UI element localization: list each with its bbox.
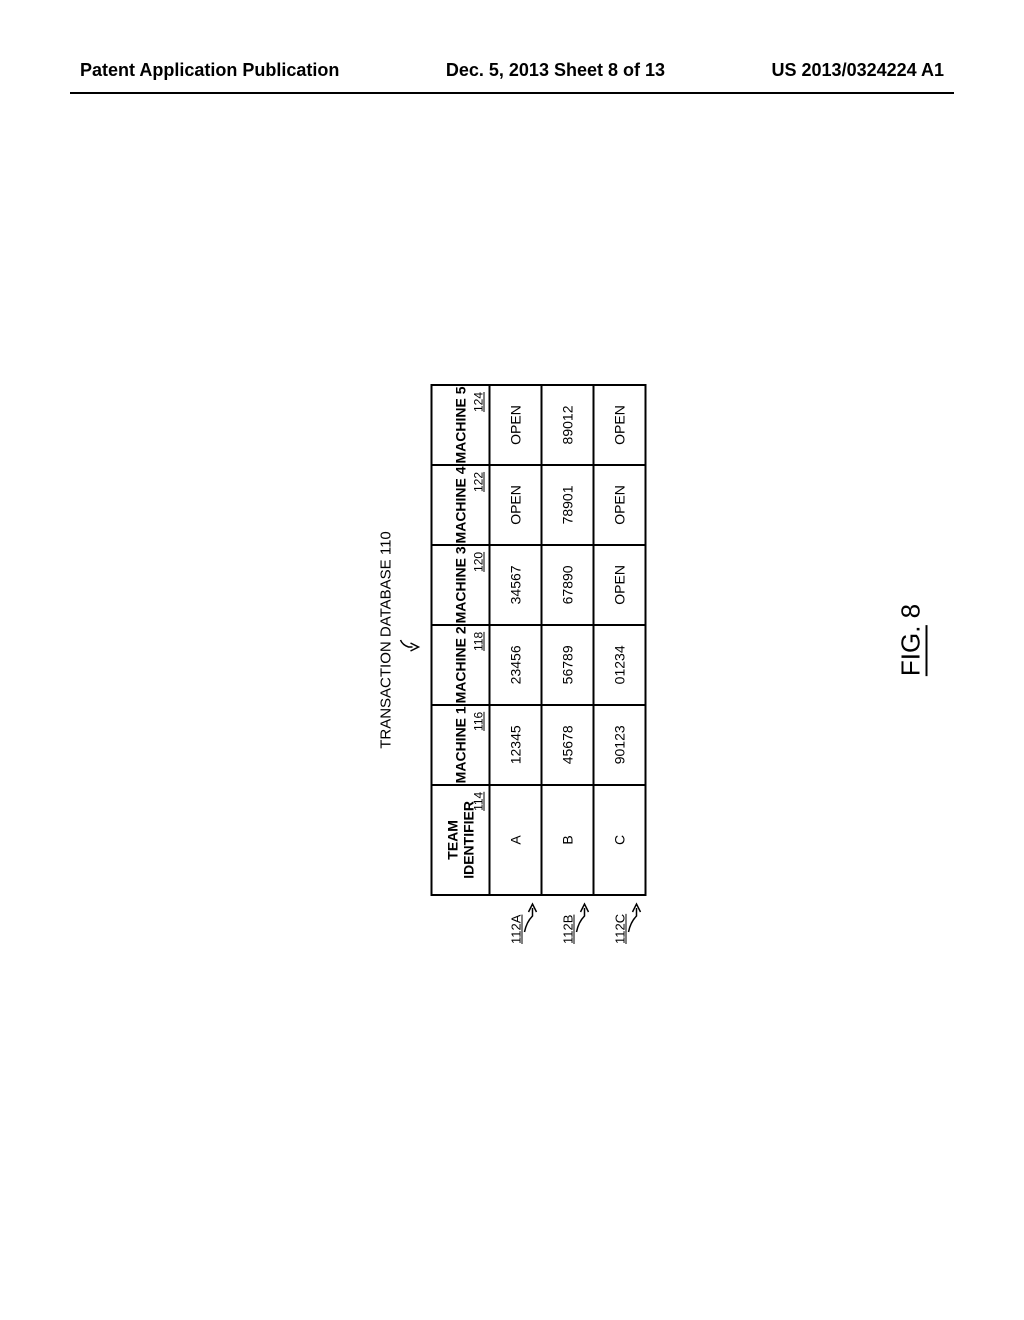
col-header-machine3: MACHINE 3 120 [432,545,490,625]
cell-m5: OPEN [594,385,646,465]
figure-area: TRANSACTION DATABASE 110 112A 112B 112C [0,160,1024,1260]
header-publication-type: Patent Application Publication [80,60,339,81]
table-row: B 45678 56789 67890 78901 89012 [542,385,594,895]
row-ref-112c: 112C [613,914,628,944]
table-row: A 12345 23456 34567 OPEN OPEN [490,385,542,895]
col-header-machine2: MACHINE 2 118 [432,625,490,705]
table-wrapper: 112A 112B 112C TEAM IDENTIFIER [431,384,647,896]
col-label: MACHINE 2 [453,626,469,703]
cell-m4: OPEN [490,465,542,545]
row-ref-112b: 112B [561,915,576,944]
col-ref: 116 [472,712,486,731]
cell-m1: 90123 [594,705,646,785]
cell-m1: 45678 [542,705,594,785]
col-ref: 120 [472,552,486,572]
col-ref: 122 [472,472,486,492]
row-ref-112a: 112A [509,915,524,944]
cell-m3: 34567 [490,545,542,625]
row-arrow-icon [627,898,647,936]
col-label: MACHINE 3 [453,546,469,623]
page-header: Patent Application Publication Dec. 5, 2… [0,60,1024,91]
col-ref: 114 [472,792,486,811]
col-header-machine4: MACHINE 4 122 [432,465,490,545]
cell-m2: 23456 [490,625,542,705]
cell-m2: 01234 [594,625,646,705]
database-title: TRANSACTION DATABASE 110 [378,384,395,896]
row-arrow-icon [575,898,595,936]
col-label: MACHINE 4 [453,466,469,543]
cell-m3: OPEN [594,545,646,625]
header-publication-number: US 2013/0324224 A1 [772,60,944,81]
title-arrow-icon [399,384,423,896]
cell-m4: OPEN [594,465,646,545]
col-header-machine5: MACHINE 5 124 [432,385,490,465]
cell-m4: 78901 [542,465,594,545]
header-date-sheet: Dec. 5, 2013 Sheet 8 of 13 [446,60,665,81]
cell-m2: 56789 [542,625,594,705]
header-rule [70,92,954,94]
rotated-figure: TRANSACTION DATABASE 110 112A 112B 112C [378,384,647,896]
cell-m5: 89012 [542,385,594,465]
cell-m3: 67890 [542,545,594,625]
figure-caption-prefix: FIG. [896,626,928,677]
transaction-table: TEAM IDENTIFIER 114 MACHINE 1 116 MACHIN… [431,384,647,896]
figure-caption: FIG. 8 [896,604,927,676]
table-row: C 90123 01234 OPEN OPEN OPEN [594,385,646,895]
cell-m5: OPEN [490,385,542,465]
col-header-team: TEAM IDENTIFIER 114 [432,785,490,895]
col-ref: 118 [472,632,486,651]
cell-m1: 12345 [490,705,542,785]
col-label: MACHINE 1 [453,706,469,783]
figure-caption-number: 8 [896,604,926,626]
cell-team: C [594,785,646,895]
row-arrow-icon [523,898,543,936]
table-header-row: TEAM IDENTIFIER 114 MACHINE 1 116 MACHIN… [432,385,490,895]
col-header-machine1: MACHINE 1 116 [432,705,490,785]
cell-team: A [490,785,542,895]
cell-team: B [542,785,594,895]
col-label: MACHINE 5 [453,386,469,463]
col-label: TEAM IDENTIFIER [445,801,477,879]
col-ref: 124 [472,392,486,412]
